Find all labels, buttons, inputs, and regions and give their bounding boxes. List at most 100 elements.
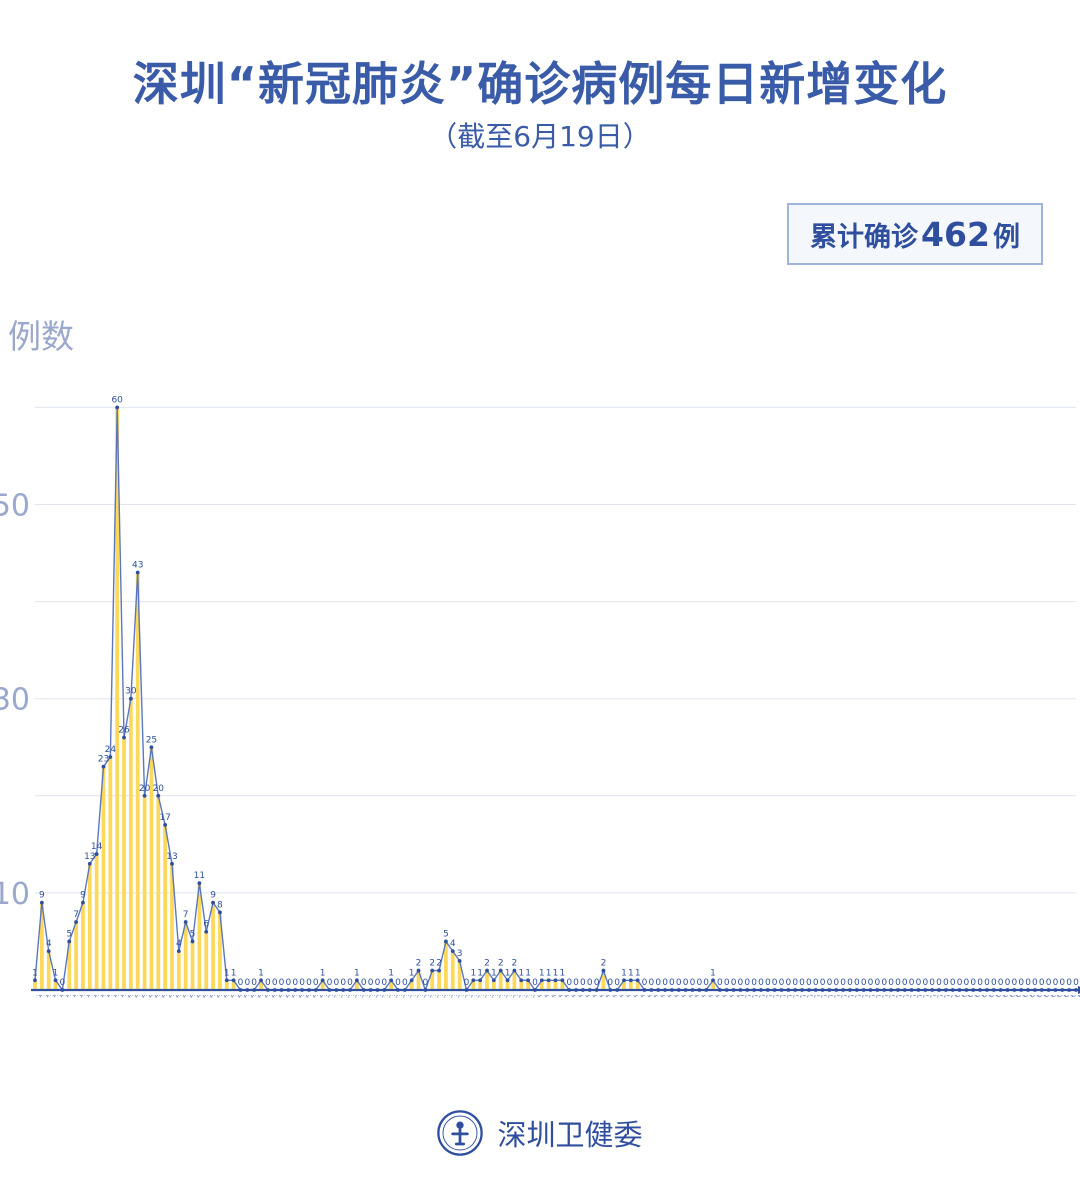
- data-label: 1: [539, 968, 545, 978]
- data-point: [33, 978, 37, 983]
- data-label: 1: [409, 968, 415, 978]
- data-label: 0: [1025, 978, 1031, 988]
- data-label: 0: [265, 978, 271, 988]
- data-label: 1: [224, 968, 230, 978]
- data-label: 20: [139, 784, 151, 794]
- bar: [546, 980, 551, 990]
- data-label: 1: [470, 968, 476, 978]
- data-label: 1: [388, 968, 394, 978]
- data-label: 0: [333, 978, 339, 988]
- data-point: [101, 764, 106, 769]
- data-point: [74, 920, 78, 924]
- data-label: 0: [751, 978, 757, 988]
- x-axis-tick-labels: 1月19日1月20日1月21日1月22日1月23日1月24日1月25日1月26日…: [0, 995, 1080, 1055]
- data-label: 0: [251, 978, 257, 988]
- data-label: 0: [785, 978, 791, 988]
- data-point: [183, 920, 188, 924]
- bar: [498, 970, 503, 990]
- data-label: 5: [190, 929, 196, 939]
- total-confirmed-badge: 累计确诊462 例: [787, 203, 1043, 265]
- data-label: 0: [587, 978, 593, 988]
- bar: [553, 980, 558, 990]
- data-label: 0: [340, 978, 346, 988]
- data-point: [560, 978, 565, 983]
- bar: [149, 747, 154, 990]
- bar: [526, 980, 530, 990]
- bar: [183, 922, 188, 990]
- data-label: 0: [642, 978, 648, 988]
- data-point: [450, 949, 455, 954]
- data-label: 0: [1005, 978, 1011, 988]
- bar: [197, 883, 202, 990]
- data-label: 60: [111, 395, 123, 405]
- data-label: 1: [525, 968, 531, 978]
- bar: [115, 407, 120, 991]
- data-label: 1: [628, 968, 634, 978]
- data-label: 0: [292, 978, 298, 988]
- data-label: 0: [717, 978, 723, 988]
- total-confirmed-text: 累计确诊462 例: [810, 215, 1020, 254]
- data-point: [142, 793, 147, 798]
- y-axis-tick-label: 10: [0, 877, 30, 912]
- data-point: [156, 793, 161, 798]
- data-label: 1: [258, 968, 264, 978]
- data-label: 0: [875, 978, 881, 988]
- bar: [94, 854, 99, 990]
- data-label: 0: [950, 978, 956, 988]
- bar: [471, 980, 476, 990]
- data-point: [320, 978, 325, 983]
- data-point: [53, 978, 58, 983]
- bar: [491, 980, 496, 990]
- data-label: 0: [1011, 978, 1017, 988]
- data-label: 1: [518, 968, 524, 978]
- bar: [176, 951, 181, 990]
- data-label: 0: [279, 978, 285, 988]
- data-label: 0: [1066, 978, 1072, 988]
- data-point: [197, 881, 202, 886]
- data-label: 25: [146, 735, 157, 745]
- data-point: [539, 978, 544, 983]
- badge-value: 462: [921, 214, 990, 254]
- data-point: [437, 968, 441, 973]
- data-point: [87, 861, 92, 866]
- bar: [450, 951, 455, 990]
- data-label: 6: [203, 920, 209, 930]
- data-label: 0: [690, 978, 696, 988]
- data-label: 0: [1018, 978, 1024, 988]
- data-label: 0: [375, 978, 381, 988]
- bar: [224, 980, 229, 990]
- bar: [170, 863, 174, 990]
- y-axis-title: 例数: [8, 317, 74, 356]
- data-point: [204, 929, 209, 934]
- data-label: 0: [703, 978, 709, 988]
- data-point: [108, 755, 113, 759]
- bar: [39, 902, 44, 990]
- data-label: 0: [395, 978, 401, 988]
- data-point: [190, 939, 195, 944]
- data-point: [39, 900, 44, 905]
- data-label: 14: [91, 842, 103, 852]
- bar: [457, 960, 462, 990]
- bar: [409, 980, 414, 990]
- data-point: [67, 939, 72, 944]
- data-label: 2: [498, 959, 504, 969]
- data-point: [170, 861, 174, 866]
- bar: [87, 863, 92, 990]
- bar: [211, 902, 215, 990]
- bar: [81, 902, 85, 990]
- bar: [622, 980, 626, 990]
- data-label: 0: [833, 978, 839, 988]
- bar: [478, 980, 483, 990]
- data-label: 0: [402, 978, 408, 988]
- data-label: 0: [368, 978, 374, 988]
- data-label: 0: [977, 978, 983, 988]
- data-label: 0: [744, 978, 750, 988]
- data-point: [498, 968, 503, 973]
- data-label: 0: [1053, 978, 1059, 988]
- bar: [101, 766, 106, 990]
- bar: [444, 941, 448, 990]
- data-label: 0: [820, 978, 826, 988]
- bar: [711, 980, 715, 990]
- data-point: [526, 978, 531, 983]
- data-label: 0: [361, 978, 367, 988]
